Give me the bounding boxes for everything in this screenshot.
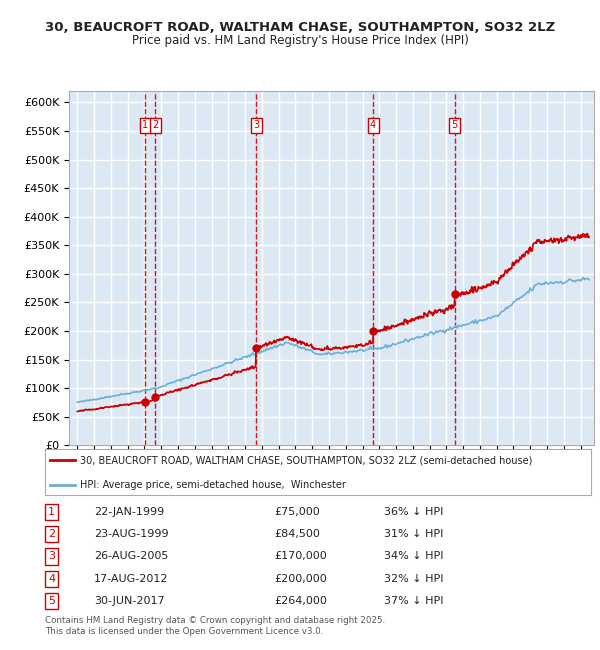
Text: 36% ↓ HPI: 36% ↓ HPI — [383, 507, 443, 517]
Text: 26-AUG-2005: 26-AUG-2005 — [94, 551, 169, 562]
Text: 2: 2 — [48, 529, 55, 539]
Text: 1: 1 — [48, 507, 55, 517]
Text: 3: 3 — [253, 120, 259, 130]
Text: 4: 4 — [48, 574, 55, 584]
Text: 31% ↓ HPI: 31% ↓ HPI — [383, 529, 443, 539]
Text: 22-JAN-1999: 22-JAN-1999 — [94, 507, 164, 517]
Text: £170,000: £170,000 — [274, 551, 327, 562]
Text: £264,000: £264,000 — [274, 596, 327, 606]
Text: £84,500: £84,500 — [274, 529, 320, 539]
Text: 2: 2 — [152, 120, 158, 130]
Text: Contains HM Land Registry data © Crown copyright and database right 2025.
This d: Contains HM Land Registry data © Crown c… — [45, 616, 385, 636]
Text: Price paid vs. HM Land Registry's House Price Index (HPI): Price paid vs. HM Land Registry's House … — [131, 34, 469, 47]
Text: 17-AUG-2012: 17-AUG-2012 — [94, 574, 169, 584]
Text: £200,000: £200,000 — [274, 574, 327, 584]
Text: 30, BEAUCROFT ROAD, WALTHAM CHASE, SOUTHAMPTON, SO32 2LZ: 30, BEAUCROFT ROAD, WALTHAM CHASE, SOUTH… — [45, 21, 555, 34]
Text: 23-AUG-1999: 23-AUG-1999 — [94, 529, 169, 539]
Text: 5: 5 — [452, 120, 458, 130]
Text: 4: 4 — [370, 120, 376, 130]
Text: 34% ↓ HPI: 34% ↓ HPI — [383, 551, 443, 562]
Text: HPI: Average price, semi-detached house,  Winchester: HPI: Average price, semi-detached house,… — [80, 480, 346, 490]
Text: 5: 5 — [48, 596, 55, 606]
Text: 30, BEAUCROFT ROAD, WALTHAM CHASE, SOUTHAMPTON, SO32 2LZ (semi-detached house): 30, BEAUCROFT ROAD, WALTHAM CHASE, SOUTH… — [80, 455, 533, 465]
Text: 32% ↓ HPI: 32% ↓ HPI — [383, 574, 443, 584]
Text: 37% ↓ HPI: 37% ↓ HPI — [383, 596, 443, 606]
Text: 30-JUN-2017: 30-JUN-2017 — [94, 596, 165, 606]
Text: £75,000: £75,000 — [274, 507, 320, 517]
Text: 1: 1 — [142, 120, 149, 130]
Text: 3: 3 — [48, 551, 55, 562]
